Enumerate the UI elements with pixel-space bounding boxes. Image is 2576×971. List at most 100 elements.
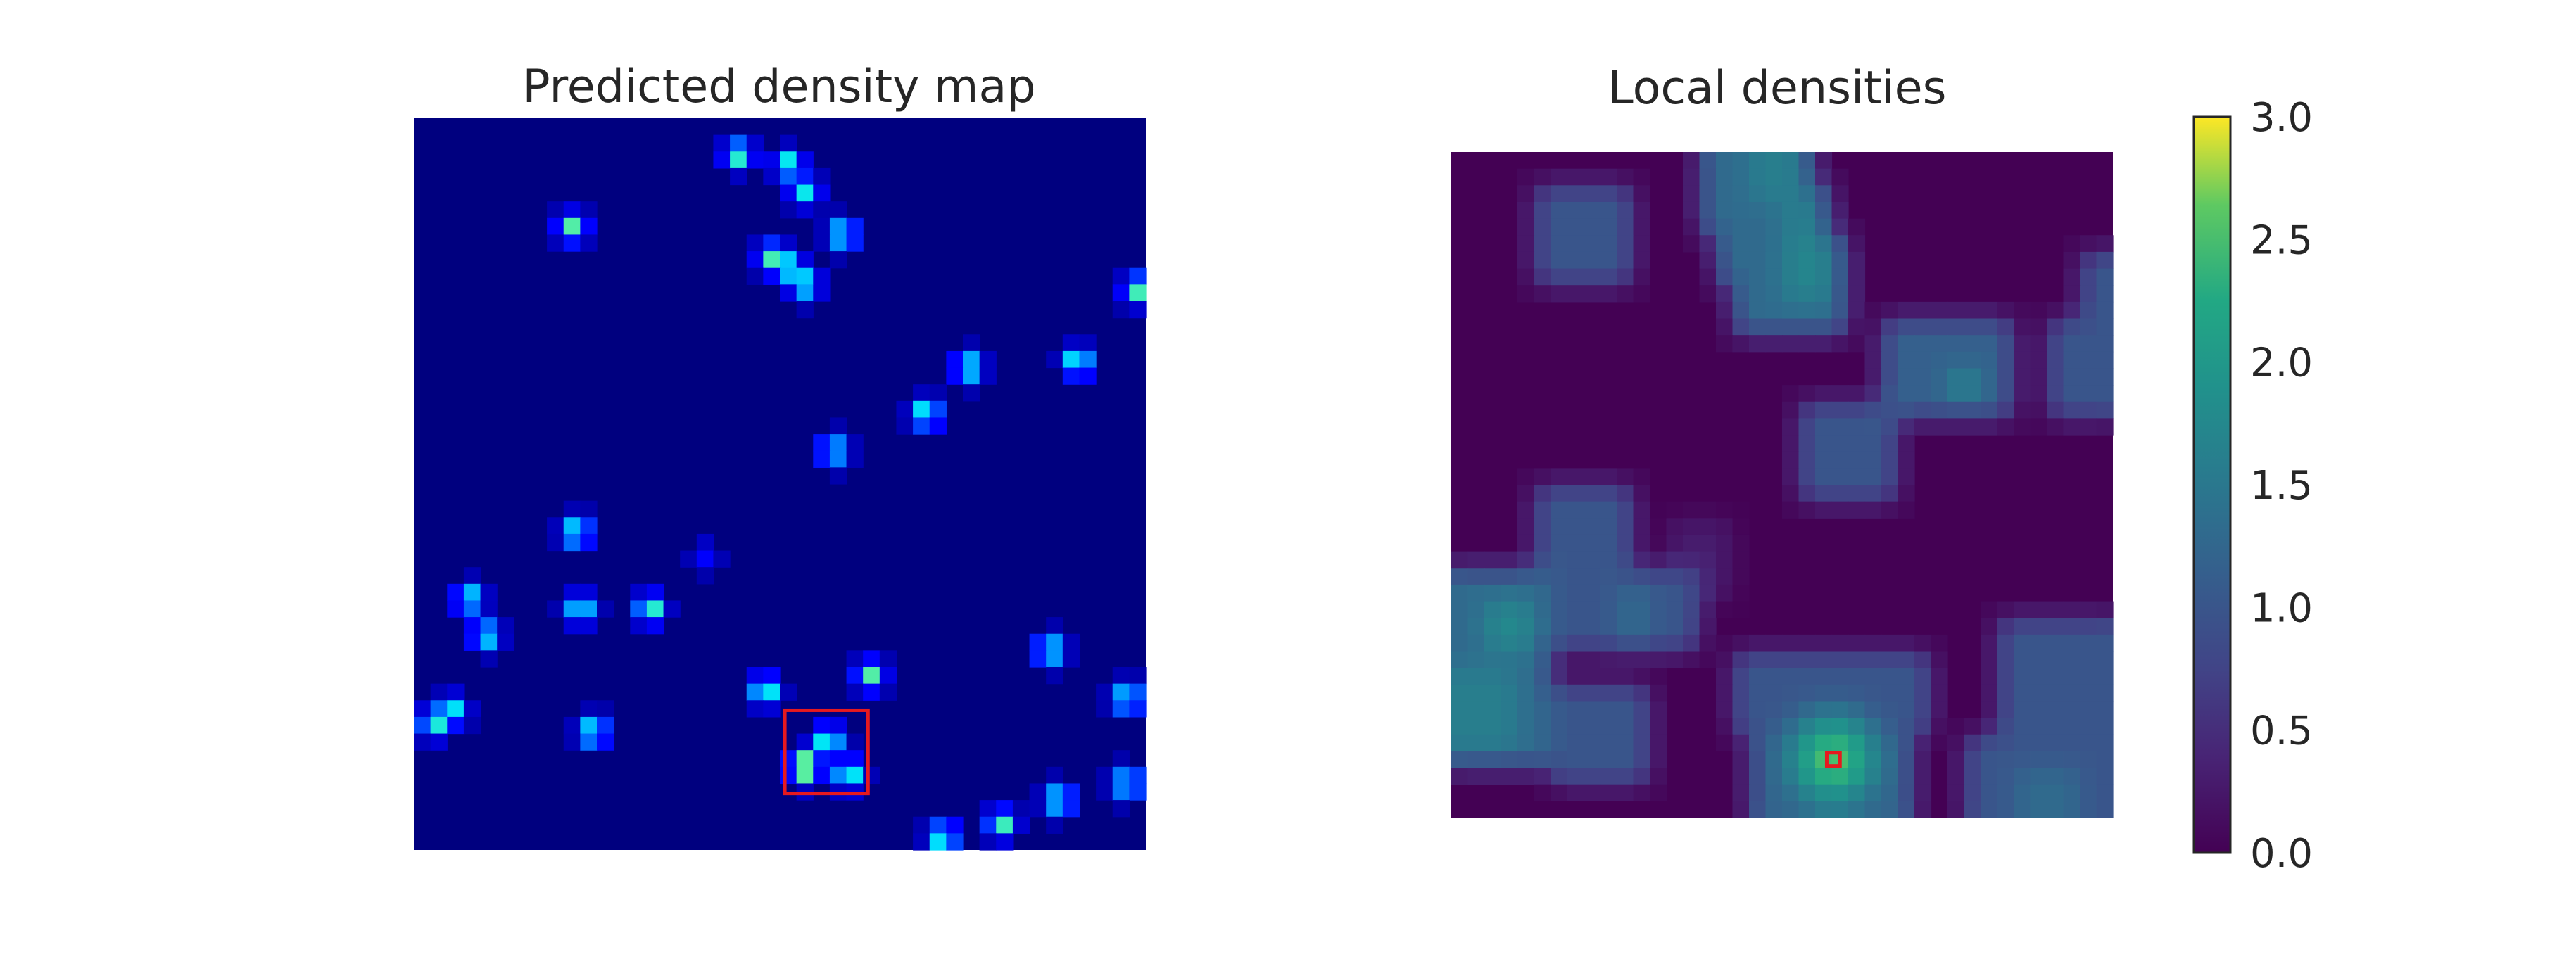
left-heatmap-cell bbox=[414, 716, 431, 735]
right-heatmap-cell bbox=[1551, 235, 1568, 253]
right-heatmap-cell bbox=[1765, 801, 1783, 818]
right-heatmap-cell bbox=[1451, 768, 1469, 785]
right-heatmap-cell bbox=[1831, 668, 1849, 685]
right-heatmap-cell bbox=[1864, 418, 1882, 436]
left-heatmap-cell bbox=[1129, 284, 1147, 302]
right-heatmap-cell bbox=[1848, 501, 1866, 519]
right-heatmap-cell bbox=[2063, 301, 2081, 319]
right-heatmap-cell bbox=[1633, 568, 1650, 585]
right-heatmap-cell bbox=[2014, 385, 2031, 402]
right-heatmap-cell bbox=[2063, 718, 2081, 735]
right-heatmap-cell bbox=[1881, 435, 1899, 452]
right-heatmap-cell bbox=[1815, 668, 1833, 685]
right-heatmap-cell bbox=[1551, 618, 1568, 635]
right-heatmap-cell bbox=[1617, 235, 1634, 253]
right-heatmap-cell bbox=[1831, 634, 1849, 652]
right-heatmap-cell bbox=[1782, 485, 1800, 502]
right-heatmap-cell bbox=[1567, 701, 1584, 718]
left-heatmap-cell bbox=[563, 600, 581, 618]
left-heatmap-cell bbox=[913, 816, 930, 834]
right-heatmap-cell bbox=[1567, 268, 1584, 286]
right-heatmap-cell bbox=[2047, 385, 2064, 402]
right-heatmap-cell bbox=[2014, 651, 2031, 668]
right-heatmap-cell bbox=[1699, 601, 1717, 618]
right-heatmap-cell bbox=[1584, 518, 1601, 535]
right-heatmap-cell bbox=[1749, 768, 1767, 785]
left-heatmap-cell bbox=[480, 617, 498, 635]
right-heatmap-cell bbox=[1914, 734, 1932, 751]
left-heatmap-cell bbox=[979, 350, 997, 369]
right-heatmap-cell bbox=[1931, 385, 1948, 402]
left-heatmap-cell bbox=[863, 766, 880, 785]
right-heatmap-cell bbox=[2063, 401, 2081, 419]
right-heatmap-cell bbox=[2030, 784, 2047, 801]
right-heatmap-cell bbox=[1964, 401, 1981, 419]
right-heatmap-cell bbox=[1650, 518, 1667, 535]
right-heatmap-cell bbox=[1567, 668, 1584, 685]
right-heatmap-cell bbox=[2063, 768, 2081, 785]
right-heatmap-cell bbox=[1848, 801, 1866, 818]
right-heatmap-cell bbox=[1517, 468, 1535, 486]
right-heatmap-cell bbox=[1881, 784, 1899, 801]
right-heatmap-cell bbox=[1798, 751, 1816, 768]
left-heatmap-cell bbox=[630, 583, 648, 602]
right-heatmap-cell bbox=[2063, 335, 2081, 353]
left-heatmap-cell bbox=[763, 151, 781, 169]
left-heatmap-cell bbox=[463, 633, 481, 651]
right-heatmap-cell bbox=[1931, 368, 1948, 386]
right-heatmap-cell bbox=[1782, 168, 1800, 186]
right-heatmap-cell bbox=[1881, 634, 1899, 652]
right-heatmap-cell bbox=[1534, 468, 1551, 486]
right-heatmap-cell bbox=[1898, 301, 1915, 319]
right-heatmap-cell bbox=[1567, 568, 1584, 585]
right-heatmap-cell bbox=[2030, 768, 2047, 785]
right-heatmap-cell bbox=[1848, 718, 1866, 735]
right-heatmap-cell bbox=[2030, 668, 2047, 685]
right-heatmap-cell bbox=[2063, 734, 2081, 751]
right-heatmap-cell bbox=[2063, 751, 2081, 768]
left-heatmap-cell bbox=[430, 700, 448, 718]
right-heatmap-cell bbox=[1914, 301, 1932, 319]
right-heatmap-cell bbox=[1749, 301, 1767, 319]
right-heatmap-cell bbox=[1467, 651, 1485, 668]
right-heatmap-cell bbox=[1864, 401, 1882, 419]
right-heatmap-cell bbox=[1898, 668, 1915, 685]
right-heatmap-cell bbox=[1732, 251, 1750, 269]
right-heatmap-cell bbox=[1964, 784, 1981, 801]
right-heatmap-cell bbox=[2080, 301, 2097, 319]
right-heatmap-cell bbox=[1931, 668, 1948, 685]
right-heatmap-cell bbox=[2096, 634, 2114, 652]
right-heatmap-cell bbox=[1864, 435, 1882, 452]
right-heatmap-cell bbox=[1798, 285, 1816, 303]
right-heatmap-cell bbox=[1798, 485, 1816, 502]
right-heatmap-cell bbox=[1798, 301, 1816, 319]
right-heatmap-cell bbox=[1848, 285, 1866, 303]
right-heatmap-cell bbox=[1848, 734, 1866, 751]
left-heatmap-cell bbox=[763, 167, 781, 186]
left-heatmap-cell bbox=[1046, 816, 1063, 834]
right-heatmap-cell bbox=[1534, 651, 1551, 668]
right-heatmap-cell bbox=[1732, 301, 1750, 319]
left-heatmap-cell bbox=[1046, 800, 1063, 818]
right-heatmap-cell bbox=[1815, 185, 1833, 203]
right-heatmap-cell bbox=[1501, 718, 1518, 735]
right-heatmap-cell bbox=[1584, 251, 1601, 269]
left-heatmap-cell bbox=[1062, 800, 1080, 818]
left-heatmap-cell bbox=[430, 683, 448, 701]
right-heatmap-cell bbox=[1732, 634, 1750, 652]
right-heatmap-cell bbox=[1584, 734, 1601, 751]
right-heatmap-cell bbox=[1666, 501, 1684, 519]
right-heatmap-cell bbox=[1732, 201, 1750, 220]
left-heatmap-cell bbox=[597, 600, 614, 618]
left-heatmap-cell bbox=[547, 201, 564, 219]
right-heatmap-cell bbox=[1650, 584, 1667, 602]
right-heatmap-cell bbox=[1947, 368, 1965, 386]
right-heatmap-cell bbox=[1600, 285, 1617, 303]
right-heatmap-cell bbox=[1765, 634, 1783, 652]
left-heatmap-cell bbox=[813, 234, 831, 252]
right-heatmap-cell bbox=[2063, 668, 2081, 685]
right-heatmap-cell bbox=[1732, 335, 1750, 353]
right-heatmap-cell bbox=[1831, 435, 1849, 452]
right-heatmap-cell bbox=[1749, 168, 1767, 186]
left-heatmap-cell bbox=[863, 683, 880, 701]
